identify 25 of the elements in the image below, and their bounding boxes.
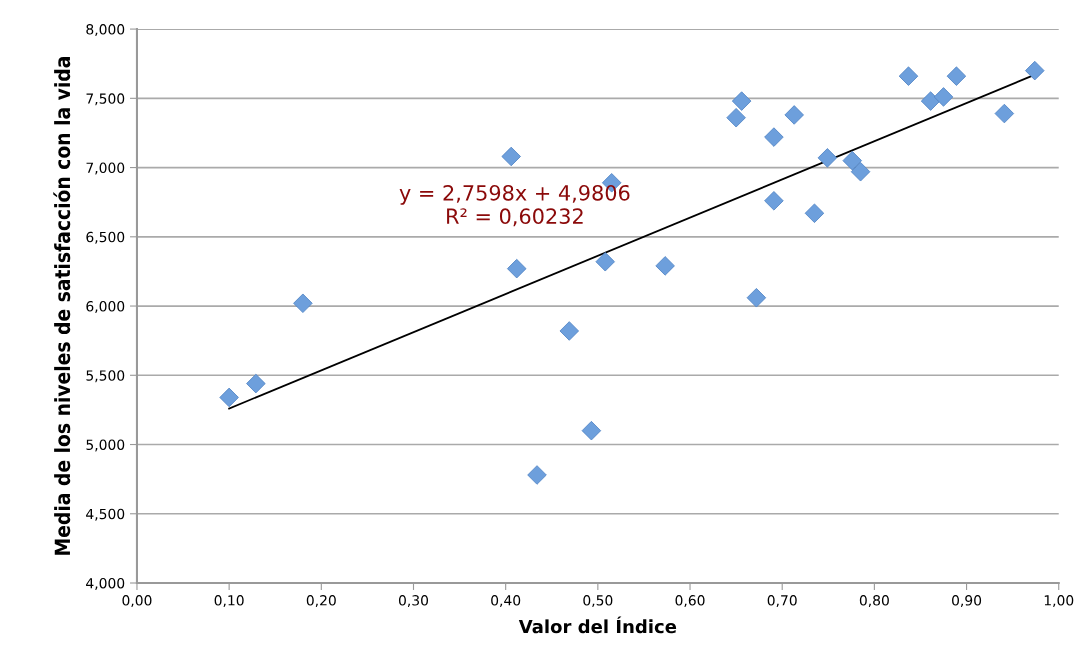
y-tick-label: 7,000 — [86, 162, 125, 175]
y-tick-label: 4,000 — [86, 577, 125, 590]
point — [850, 161, 871, 182]
y-tick-label: 6,000 — [86, 301, 125, 313]
x-axis-title: Valor del Índice — [518, 616, 677, 634]
y-axis-title: Media de los niveles de satisfacción con la vida — [53, 57, 71, 555]
x-tick-label: 0,60 — [675, 595, 705, 607]
x-tick-label: 0,00 — [122, 595, 152, 607]
point — [784, 105, 804, 125]
x-tick-label: 0,50 — [583, 595, 613, 607]
x-tick-label: 1,00 — [1044, 595, 1074, 607]
x-tick-label: 0,20 — [306, 595, 336, 607]
y-tick-label: 5,000 — [86, 439, 125, 452]
x-tick-label: 0,80 — [859, 595, 889, 607]
x-tick-label: 0,10 — [214, 595, 244, 607]
x-tick-label: 0,40 — [491, 595, 521, 607]
y-tick-label: 4,500 — [86, 508, 125, 521]
x-tick-label: 0,90 — [952, 595, 982, 607]
y-tick-label: 7,500 — [86, 93, 125, 106]
y-tick-label: 8,000 — [86, 24, 125, 36]
annotation: y = 2,7598x + 4,9806 R² = 0,60232 — [399, 184, 630, 227]
y-tick-label: 5,500 — [86, 370, 125, 383]
y-tick-label: 6,500 — [86, 231, 125, 244]
x-tick-label: 0,30 — [398, 595, 429, 607]
x-tick-label: 0,70 — [767, 595, 797, 607]
